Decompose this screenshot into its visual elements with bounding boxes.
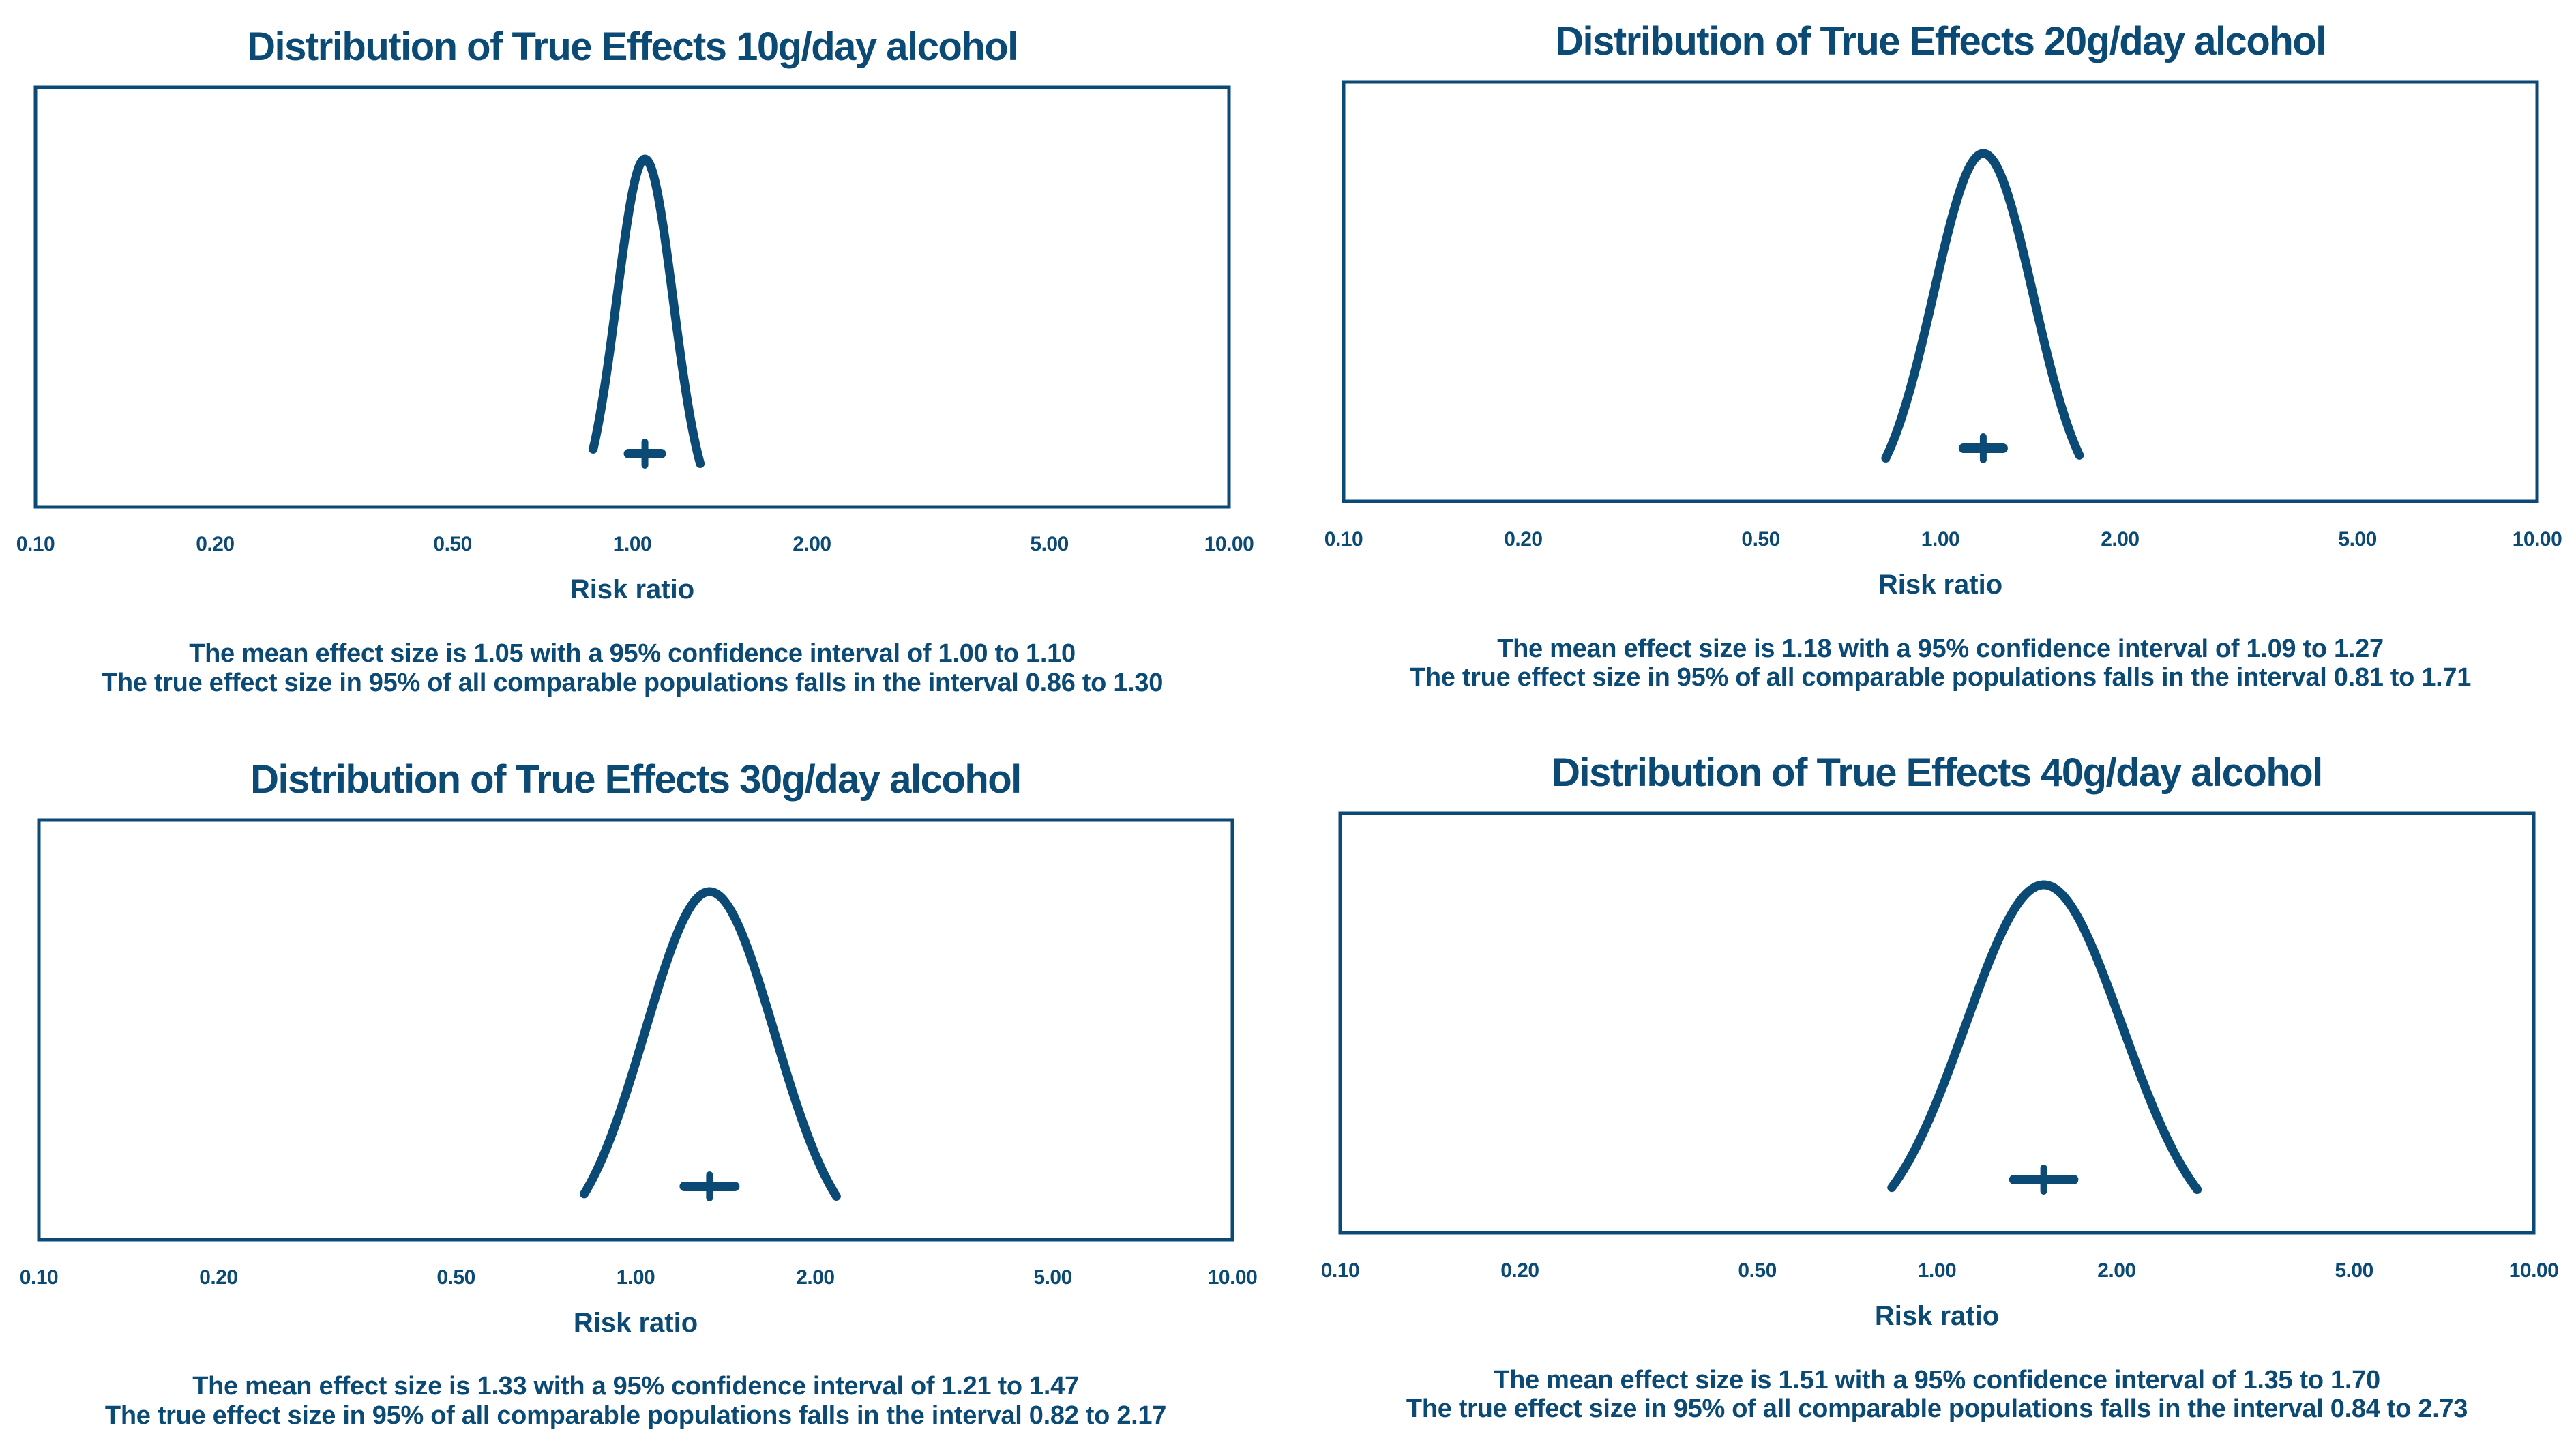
summary-line-1: The mean effect size is 1.18 with a 95% … — [1497, 634, 2384, 663]
chart-panel-1: Distribution of True Effects 10g/day alc… — [16, 25, 1254, 697]
chart-panel-3: Distribution of True Effects 30g/day alc… — [20, 757, 1258, 1430]
x-tick-label: 2.00 — [796, 1266, 834, 1289]
summary-line-2: The true effect size in 95% of all compa… — [105, 1401, 1166, 1430]
plot-frame — [37, 818, 1234, 1242]
x-tick-label: 1.00 — [1918, 1259, 1956, 1282]
x-axis-label: Risk ratio — [1878, 570, 2002, 600]
chart-title: Distribution of True Effects 40g/day alc… — [1552, 750, 2322, 795]
distribution-curve — [580, 887, 841, 1201]
x-tick-label: 5.00 — [2335, 1259, 2373, 1282]
summary-line-1: The mean effect size is 1.51 with a 95% … — [1494, 1366, 2380, 1394]
x-axis-label: Risk ratio — [1875, 1301, 1999, 1331]
x-tick-label: 0.10 — [1321, 1259, 1359, 1282]
x-tick-label: 1.00 — [613, 533, 651, 555]
distribution-curve — [1881, 149, 2084, 463]
plot-frame — [1338, 811, 2536, 1235]
chart-title: Distribution of True Effects 20g/day alc… — [1555, 19, 2326, 63]
summary-line-2: The true effect size in 95% of all compa… — [1406, 1394, 2468, 1423]
x-tick-label: 1.00 — [1921, 528, 1959, 551]
x-tick-label: 10.00 — [2513, 528, 2562, 551]
x-tick-label: 10.00 — [1208, 1266, 1258, 1289]
x-tick-label: 0.20 — [1500, 1259, 1539, 1282]
x-tick-label: 1.00 — [617, 1266, 655, 1289]
x-tick-label: 0.50 — [436, 1266, 475, 1289]
chart-panel-4: Distribution of True Effects 40g/day alc… — [1321, 750, 2559, 1423]
summary-line-1: The mean effect size is 1.05 with a 95% … — [189, 639, 1076, 668]
chart-title: Distribution of True Effects 10g/day alc… — [247, 25, 1018, 69]
x-tick-label: 0.50 — [1741, 528, 1779, 551]
x-axis-label: Risk ratio — [574, 1308, 698, 1338]
x-tick-label: 0.50 — [433, 533, 471, 555]
x-tick-label: 2.00 — [793, 533, 831, 555]
distribution-curve — [589, 154, 705, 469]
chart-title: Distribution of True Effects 30g/day alc… — [250, 757, 1021, 802]
x-tick-label: 5.00 — [1030, 533, 1068, 555]
summary-line-2: The true effect size in 95% of all compa… — [102, 669, 1163, 697]
x-tick-label: 10.00 — [1204, 533, 1254, 555]
x-tick-label: 5.00 — [1033, 1266, 1071, 1289]
x-tick-label: 2.00 — [2101, 528, 2139, 551]
x-tick-label: 0.20 — [199, 1266, 237, 1289]
summary-line-1: The mean effect size is 1.33 with a 95% … — [192, 1372, 1079, 1401]
x-tick-label: 10.00 — [2509, 1259, 2559, 1282]
x-tick-label: 0.20 — [196, 533, 234, 555]
chart-panel-2: Distribution of True Effects 20g/day alc… — [1324, 19, 2562, 692]
x-tick-label: 0.10 — [20, 1266, 58, 1289]
x-tick-label: 0.50 — [1738, 1259, 1776, 1282]
x-tick-label: 0.20 — [1504, 528, 1542, 551]
plot-frame — [33, 85, 1231, 509]
x-tick-label: 5.00 — [2338, 528, 2376, 551]
distribution-curve — [1887, 880, 2202, 1195]
x-tick-label: 0.10 — [16, 533, 55, 555]
x-tick-label: 0.10 — [1324, 528, 1363, 551]
summary-line-2: The true effect size in 95% of all compa… — [1410, 663, 2471, 692]
x-tick-label: 2.00 — [2097, 1259, 2135, 1282]
plot-frame — [1342, 80, 2539, 503]
x-axis-label: Risk ratio — [570, 574, 694, 604]
